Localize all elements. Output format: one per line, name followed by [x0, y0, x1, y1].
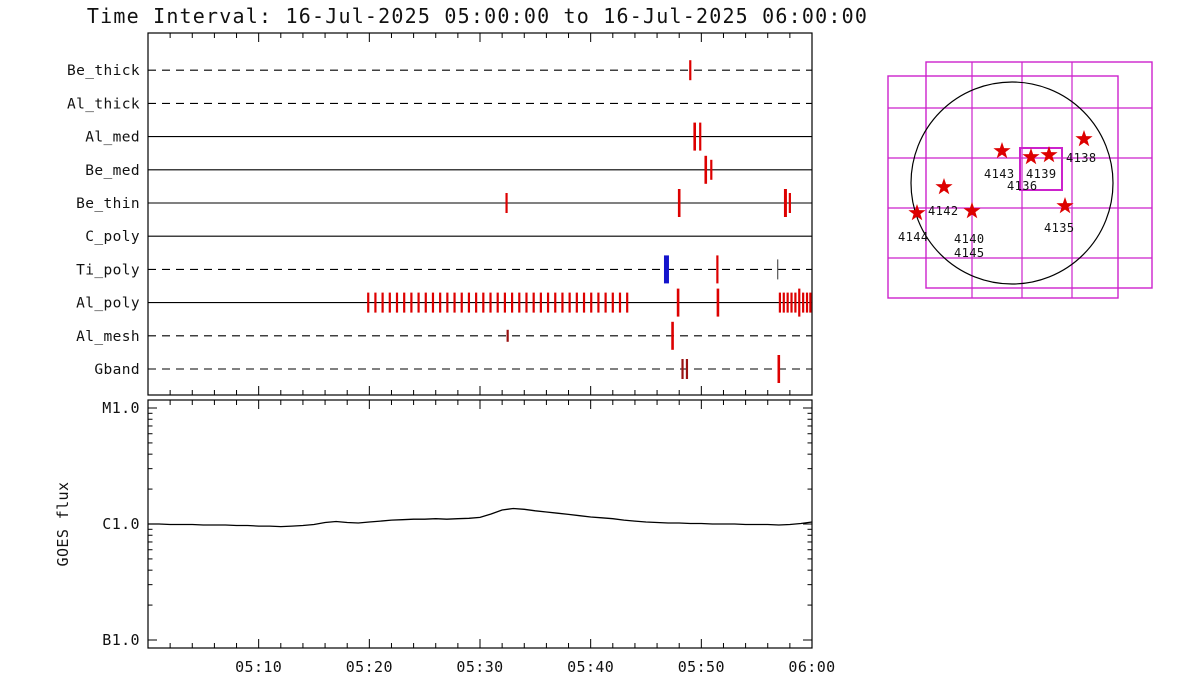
filter-row-label-Ti_poly: Ti_poly	[76, 262, 140, 278]
filter-row-label-Be_med: Be_med	[85, 163, 140, 179]
x-axis-label: 05:50	[678, 658, 725, 676]
filter-row-label-Al_mesh: Al_mesh	[76, 329, 140, 345]
active-region-label: 4143	[984, 167, 1015, 181]
active-region-label: 4135	[1044, 221, 1075, 235]
active-region-star-4140	[963, 202, 981, 219]
active-region-star-4142	[935, 178, 953, 195]
active-region-label: 4139	[1026, 167, 1057, 181]
active-region-star-4138	[1075, 130, 1093, 147]
active-region-star-4143	[993, 142, 1011, 159]
timeline-panel-border	[147, 32, 813, 396]
filter-row-label-Al_thick: Al_thick	[67, 96, 140, 112]
y-axis-label: C1.0	[102, 515, 140, 533]
active-region-label: 4144	[898, 230, 929, 244]
active-region-label: 4142	[928, 204, 959, 218]
active-region-label: 4145	[954, 246, 985, 260]
filter-row-label-Al_med: Al_med	[85, 130, 140, 146]
active-region-star-4144	[908, 204, 926, 221]
active-region-label: 4136	[1007, 179, 1038, 193]
active-region-star-4139	[1040, 146, 1058, 163]
active-region-star-4136	[1022, 148, 1040, 165]
active-region-star-4135	[1056, 197, 1074, 214]
x-axis-label: 06:00	[788, 658, 835, 676]
fov-box	[925, 61, 1153, 289]
goes-flux-axis-title: GOES flux	[54, 482, 72, 567]
solar-limb-circle	[910, 81, 1114, 285]
fov-box	[1019, 147, 1063, 191]
x-axis-label: 05:10	[235, 658, 282, 676]
page-title: Time Interval: 16-Jul-2025 05:00:00 to 1…	[86, 4, 869, 28]
active-region-label: 4138	[1066, 151, 1097, 165]
active-region-label: 4140	[954, 232, 985, 246]
x-axis-label: 05:30	[456, 658, 503, 676]
filter-row-label-Be_thin: Be_thin	[76, 196, 140, 212]
y-axis-label: M1.0	[102, 399, 140, 417]
x-axis-label: 05:40	[567, 658, 614, 676]
fov-box	[887, 75, 1119, 299]
y-axis-label: B1.0	[102, 631, 140, 649]
filter-row-label-Al_poly: Al_poly	[76, 296, 140, 312]
filter-row-label-C_poly: C_poly	[85, 229, 140, 245]
filter-row-label-Gband: Gband	[94, 362, 140, 378]
filter-row-label-Be_thick: Be_thick	[67, 63, 140, 79]
goes-flux-line	[148, 507, 813, 528]
x-axis-label: 05:20	[346, 658, 393, 676]
